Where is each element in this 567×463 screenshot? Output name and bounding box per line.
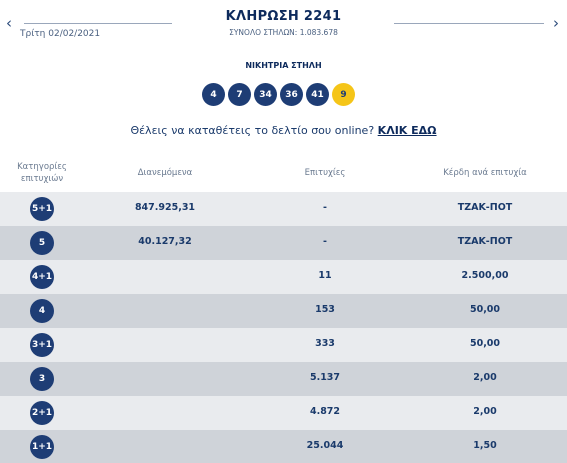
winners-cell: - <box>323 202 327 213</box>
next-draw-arrow-icon[interactable]: › <box>553 14 559 32</box>
table-row: 4 153 50,00 <box>0 294 567 328</box>
winners-cell: - <box>323 236 327 247</box>
number-ball: 4 <box>202 83 225 106</box>
results-table: 5+1 847.925,31 - ΤΖΑΚ-ΠΟΤ 5 40.127,32 - … <box>0 192 567 463</box>
table-row: 3+1 333 50,00 <box>0 328 567 362</box>
winners-cell: 4.872 <box>309 406 341 417</box>
winning-column-title: ΝΙΚΗΤΡΙΑ ΣΤΗΛΗ <box>245 61 322 70</box>
table-row: 1+1 25.044 1,50 <box>0 430 567 463</box>
distributed-cell: 40.127,32 <box>138 236 192 247</box>
joker-ball: 9 <box>332 83 355 106</box>
header-winners: Επιτυχίες <box>304 168 346 178</box>
header-divider-right <box>394 23 544 24</box>
category-badge: 2+1 <box>30 401 54 425</box>
category-badge: 4+1 <box>30 265 54 289</box>
prize-cell: ΤΖΑΚ-ΠΟΤ <box>457 236 513 247</box>
table-header: Κατηγορίες επιτυχιών Διανεμόμενα Επιτυχί… <box>0 155 567 191</box>
number-ball: 7 <box>228 83 251 106</box>
winners-cell: 333 <box>315 338 335 349</box>
winners-cell: 25.044 <box>306 440 344 451</box>
prize-cell: 2,00 <box>473 372 497 383</box>
category-badge: 1+1 <box>30 435 54 459</box>
prize-cell: 50,00 <box>469 338 501 349</box>
click-here-link[interactable]: ΚΛΙΚ ΕΔΩ <box>377 124 437 137</box>
header-divider-left <box>24 23 172 24</box>
number-ball: 41 <box>306 83 329 106</box>
prize-cell: 2,00 <box>473 406 497 417</box>
category-badge: 4 <box>30 299 54 323</box>
table-row: 4+1 11 2.500,00 <box>0 260 567 294</box>
online-prompt: Θέλεις να καταθέτεις το δελτίο σου onlin… <box>0 124 567 137</box>
prize-cell: 1,50 <box>473 440 497 451</box>
total-columns: ΣΥΝΟΛΟ ΣΤΗΛΩΝ: 1.083.678 <box>229 28 338 37</box>
draw-date: Τρίτη 02/02/2021 <box>20 29 101 39</box>
category-badge: 5 <box>30 231 54 255</box>
header-distributed: Διανεμόμενα <box>137 168 193 178</box>
draw-header: ‹ Τρίτη 02/02/2021 ΚΛΗΡΩΣΗ 2241 ΣΥΝΟΛΟ Σ… <box>0 0 567 48</box>
distributed-cell: 847.925,31 <box>134 202 196 213</box>
winners-cell: 5.137 <box>309 372 341 383</box>
online-prompt-text: Θέλεις να καταθέτεις το δελτίο σου onlin… <box>130 124 378 137</box>
table-row: 5+1 847.925,31 - ΤΖΑΚ-ΠΟΤ <box>0 192 567 226</box>
prize-cell: 2.500,00 <box>461 270 509 281</box>
header-categories: Κατηγορίες επιτυχιών <box>17 162 67 184</box>
number-ball: 36 <box>280 83 303 106</box>
table-row: 2+1 4.872 2,00 <box>0 396 567 430</box>
prize-cell: 50,00 <box>469 304 501 315</box>
number-ball: 34 <box>254 83 277 106</box>
winners-cell: 153 <box>315 304 335 315</box>
header-prize: Κέρδη ανά επιτυχία <box>443 168 527 178</box>
category-badge: 3 <box>30 367 54 391</box>
table-row: 3 5.137 2,00 <box>0 362 567 396</box>
category-badge: 5+1 <box>30 197 54 221</box>
draw-title: ΚΛΗΡΩΣΗ 2241 <box>225 9 342 24</box>
winners-cell: 11 <box>318 270 332 281</box>
table-row: 5 40.127,32 - ΤΖΑΚ-ΠΟΤ <box>0 226 567 260</box>
category-badge: 3+1 <box>30 333 54 357</box>
prize-cell: ΤΖΑΚ-ΠΟΤ <box>457 202 513 213</box>
previous-draw-arrow-icon[interactable]: ‹ <box>6 14 12 32</box>
winning-numbers: 4 7 34 36 41 9 <box>202 83 355 106</box>
